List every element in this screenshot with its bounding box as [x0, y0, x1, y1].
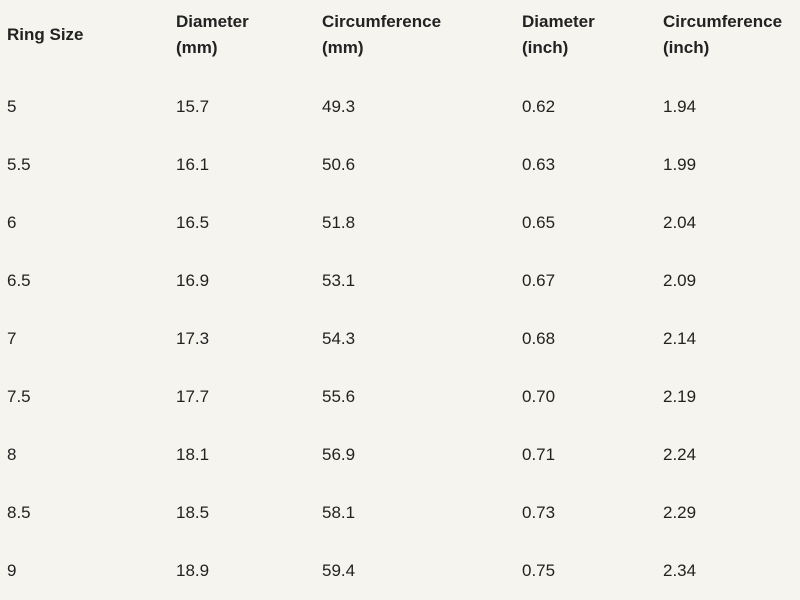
header-line: (inch): [663, 38, 710, 57]
table-cell: 53.1: [322, 271, 356, 290]
header-line: Diameter: [522, 12, 595, 31]
header-cell: Diameter (inch): [522, 9, 595, 61]
table-cell: 2.04: [663, 213, 697, 232]
header-line: (inch): [522, 38, 569, 57]
table-cell: 54.3: [322, 329, 356, 348]
table-cell: 50.6: [322, 155, 356, 174]
table-cell: 2.24: [663, 445, 697, 464]
header-line: Ring Size: [7, 25, 84, 44]
table-cell: 51.8: [322, 213, 356, 232]
table-cell: 0.67: [522, 271, 556, 290]
table-cell: 0.70: [522, 387, 556, 406]
table-cell: 7.5: [7, 387, 31, 406]
table-cell: 16.5: [176, 213, 210, 232]
table-cell: 1.99: [663, 155, 697, 174]
header-line: Diameter: [176, 12, 249, 31]
header-cell: Circumference (mm): [322, 9, 441, 61]
table-cell: 0.73: [522, 503, 556, 522]
table-cell: 1.94: [663, 97, 697, 116]
table-cell: 0.65: [522, 213, 556, 232]
table-cell: 0.71: [522, 445, 556, 464]
header-line: (mm): [176, 38, 218, 57]
table-cell: 59.4: [322, 561, 356, 580]
table-cell: 17.7: [176, 387, 210, 406]
header-cell: Circumference (inch): [663, 9, 782, 61]
table-cell: 18.1: [176, 445, 210, 464]
table-cell: 18.5: [176, 503, 210, 522]
table-cell: 0.63: [522, 155, 556, 174]
table-cell: 56.9: [322, 445, 356, 464]
header-cell: Ring Size: [7, 22, 84, 48]
table-cell: 8: [7, 445, 17, 464]
table-cell: 8.5: [7, 503, 31, 522]
table-cell: 2.09: [663, 271, 697, 290]
table-cell: 0.68: [522, 329, 556, 348]
header-cell: Diameter (mm): [176, 9, 249, 61]
table-cell: 6: [7, 213, 17, 232]
table-cell: 16.9: [176, 271, 210, 290]
table-cell: 5: [7, 97, 17, 116]
table-cell: 49.3: [322, 97, 356, 116]
table-cell: 16.1: [176, 155, 210, 174]
header-line: Circumference: [663, 12, 783, 31]
table-cell: 15.7: [176, 97, 210, 116]
table-cell: 2.34: [663, 561, 697, 580]
table-cell: 7: [7, 329, 17, 348]
table-cell: 2.14: [663, 329, 697, 348]
table-cell: 9: [7, 561, 17, 580]
header-line: Circumference: [322, 12, 442, 31]
table-cell: 58.1: [322, 503, 356, 522]
table-cell: 18.9: [176, 561, 210, 580]
table-cell: 6.5: [7, 271, 31, 290]
table-cell: 2.19: [663, 387, 697, 406]
table-cell: 0.62: [522, 97, 556, 116]
table-cell: 55.6: [322, 387, 356, 406]
header-line: (mm): [322, 38, 364, 57]
table-cell: 17.3: [176, 329, 210, 348]
table-cell: 5.5: [7, 155, 31, 174]
table-cell: 0.75: [522, 561, 556, 580]
table-cell: 2.29: [663, 503, 697, 522]
